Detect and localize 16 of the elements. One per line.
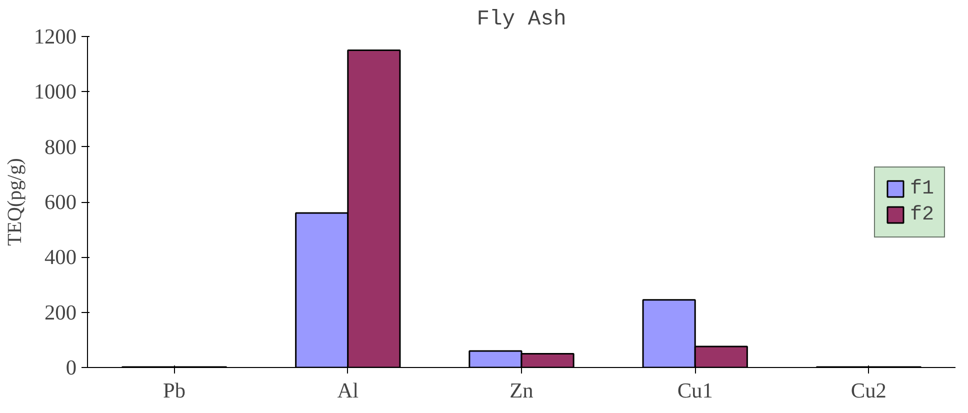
y-tick-label: 1200 (34, 24, 76, 48)
y-tick-label: 200 (44, 300, 77, 324)
y-tick-label: 800 (44, 134, 77, 159)
y-tick-label: 400 (44, 245, 77, 270)
y-tick-label: 1000 (34, 80, 76, 104)
y-axis-title: TEQ(pg/g) (4, 158, 26, 246)
legend-label: f1 (910, 177, 934, 200)
x-tick-label: Cu1 (677, 378, 713, 402)
x-tick-label: Zn (510, 378, 534, 402)
y-tick-label: 0 (66, 356, 77, 380)
y-tick-label: 600 (44, 190, 77, 214)
x-tick-label: Cu2 (850, 378, 886, 402)
x-tick-label: Pb (163, 378, 186, 402)
x-tick-label: Al (337, 378, 359, 402)
legend-label: f2 (910, 203, 934, 226)
chart-title: Fly Ash (476, 8, 566, 32)
